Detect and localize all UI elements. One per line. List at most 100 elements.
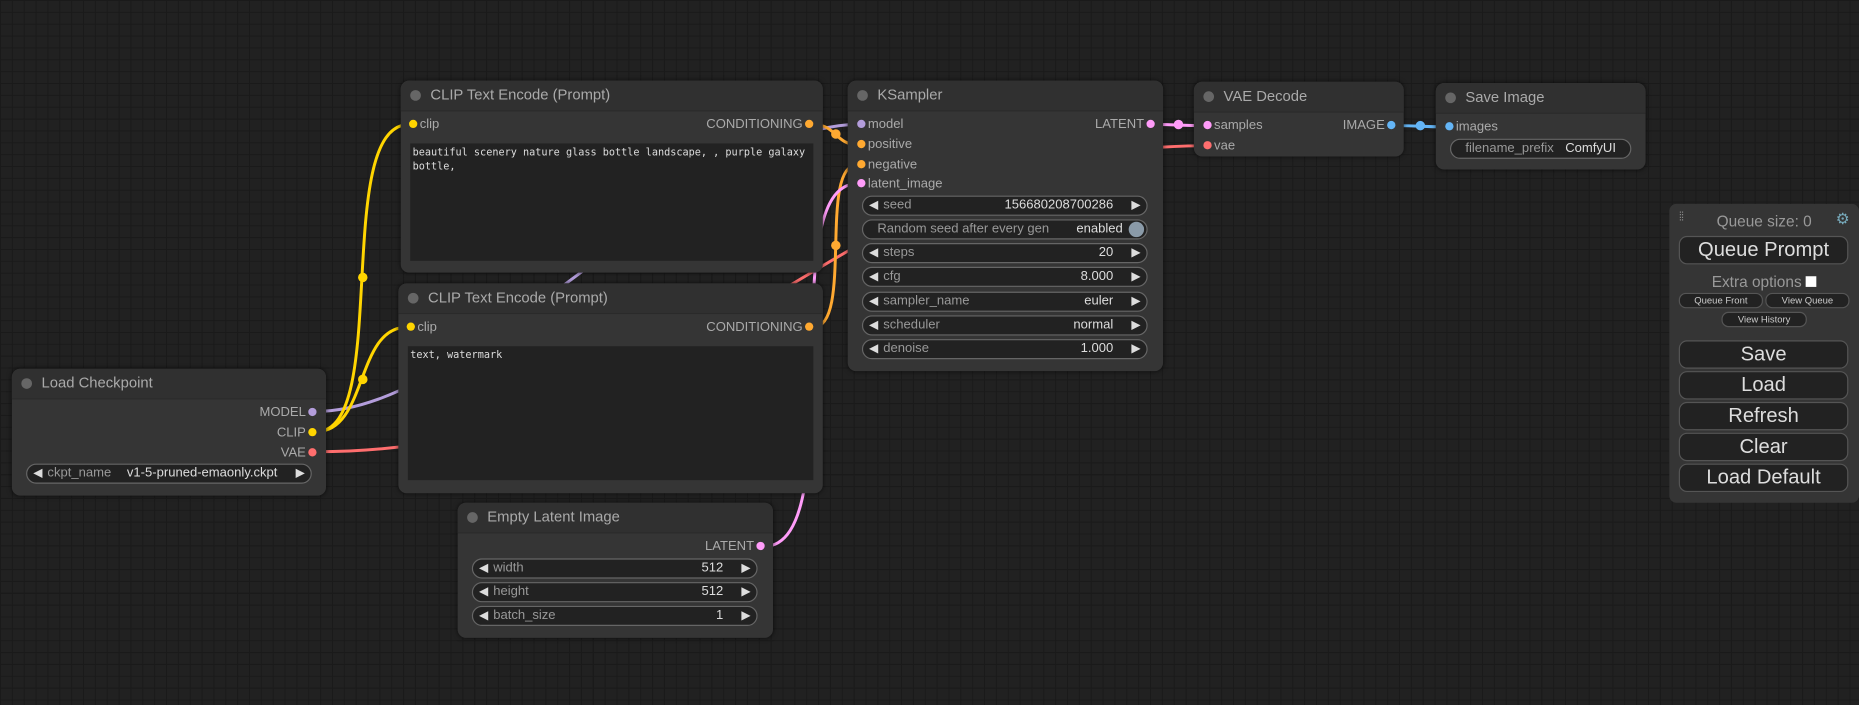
settings-gear-icon[interactable]: ⚙ — [1835, 209, 1850, 228]
output-model[interactable]: MODEL — [259, 404, 317, 421]
slot-dot-icon[interactable] — [308, 407, 317, 417]
input-samples[interactable]: samples — [1203, 117, 1263, 134]
slot-dot-icon[interactable] — [1387, 120, 1396, 130]
node-title[interactable]: CLIP Text Encode (Prompt) — [398, 283, 823, 315]
collapse-dot-icon[interactable] — [410, 90, 421, 101]
node-title[interactable]: Empty Latent Image — [457, 502, 774, 534]
output-conditioning[interactable]: CONDITIONING — [706, 116, 814, 133]
arrow-left-icon[interactable]: ◀ — [869, 246, 879, 260]
input-latent-image[interactable]: latent_image — [857, 175, 943, 192]
arrow-left-icon[interactable]: ◀ — [478, 609, 489, 623]
view-history-button[interactable]: View History — [1721, 311, 1807, 328]
node-title[interactable]: CLIP Text Encode (Prompt) — [400, 80, 823, 112]
slot-dot-icon[interactable] — [406, 322, 415, 331]
slot-dot-icon[interactable] — [1203, 120, 1212, 130]
node-save-image[interactable]: Save Image images filename_prefix ComfyUI — [1435, 82, 1646, 170]
output-vae[interactable]: VAE — [281, 445, 317, 462]
collapse-dot-icon[interactable] — [1203, 91, 1215, 102]
input-vae[interactable]: vae — [1203, 138, 1235, 155]
wire-midpoint[interactable] — [1415, 120, 1426, 131]
slot-dot-icon[interactable] — [857, 160, 866, 169]
slot-dot-icon[interactable] — [805, 119, 814, 129]
batch-size-widget[interactable]: ◀ batch_size 1 ▶ — [471, 605, 758, 626]
queue-front-button[interactable]: Queue Front — [1678, 292, 1763, 309]
node-clip-text-encode-positive[interactable]: CLIP Text Encode (Prompt) clip CONDITION… — [400, 80, 823, 273]
input-positive[interactable]: positive — [857, 136, 912, 153]
seed-widget[interactable]: ◀ seed 156680208700286 ▶ — [861, 195, 1148, 216]
input-negative[interactable]: negative — [857, 156, 917, 173]
collapse-dot-icon[interactable] — [467, 512, 478, 523]
load-button[interactable]: Load — [1678, 371, 1849, 400]
node-vae-decode[interactable]: VAE Decode samples vae IMAGE — [1193, 81, 1404, 157]
output-latent[interactable]: LATENT — [1095, 116, 1155, 133]
steps-widget[interactable]: ◀ steps 20 ▶ — [861, 243, 1148, 264]
arrow-left-icon[interactable]: ◀ — [869, 199, 879, 213]
sampler-name-combo[interactable]: ◀ sampler_name euler ▶ — [861, 291, 1148, 312]
arrow-right-icon[interactable]: ▶ — [1131, 318, 1141, 332]
slot-dot-icon[interactable] — [857, 179, 866, 188]
node-title[interactable]: Load Checkpoint — [11, 368, 327, 400]
node-clip-text-encode-negative[interactable]: CLIP Text Encode (Prompt) clip CONDITION… — [398, 283, 823, 494]
prompt-textarea[interactable]: beautiful scenery nature glass bottle la… — [410, 143, 814, 261]
node-title[interactable]: KSampler — [847, 80, 1164, 112]
collapse-dot-icon[interactable] — [407, 292, 419, 304]
node-title[interactable]: Save Image — [1435, 82, 1646, 114]
slot-dot-icon[interactable] — [1203, 141, 1212, 150]
input-clip[interactable]: clip — [409, 116, 439, 133]
slot-dot-icon[interactable] — [1146, 119, 1155, 129]
input-model[interactable]: model — [857, 116, 903, 133]
output-clip[interactable]: CLIP — [277, 424, 317, 441]
input-clip[interactable]: clip — [406, 319, 437, 336]
slot-dot-icon[interactable] — [409, 119, 418, 129]
wire-midpoint[interactable] — [1173, 119, 1184, 130]
slot-dot-icon[interactable] — [857, 139, 866, 149]
output-conditioning[interactable]: CONDITIONING — [706, 319, 814, 336]
arrow-left-icon[interactable]: ◀ — [478, 561, 489, 576]
node-ksampler[interactable]: KSampler model positive negative latent_… — [847, 80, 1164, 372]
ckpt-name-combo[interactable]: ◀ ckpt_name v1-5-pruned-emaonly.ckpt ▶ — [26, 463, 312, 484]
arrow-right-icon[interactable]: ▶ — [1131, 270, 1141, 284]
wire-midpoint[interactable] — [831, 129, 841, 139]
queue-prompt-button[interactable]: Queue Prompt — [1678, 235, 1849, 265]
extra-options-checkbox[interactable] — [1805, 276, 1817, 287]
collapse-dot-icon[interactable] — [1445, 92, 1456, 104]
height-widget[interactable]: ◀ height 512 ▶ — [471, 582, 758, 603]
wire-midpoint[interactable] — [358, 374, 368, 385]
arrow-left-icon[interactable]: ◀ — [869, 342, 879, 356]
arrow-right-icon[interactable]: ▶ — [741, 609, 751, 623]
save-button[interactable]: Save — [1678, 340, 1849, 369]
arrow-right-icon[interactable]: ▶ — [1131, 342, 1141, 356]
toggle-knob-icon[interactable] — [1128, 221, 1145, 238]
arrow-right-icon[interactable]: ▶ — [1131, 295, 1141, 309]
slot-dot-icon[interactable] — [1445, 122, 1454, 131]
output-image[interactable]: IMAGE — [1343, 117, 1396, 134]
wire-midpoint[interactable] — [831, 240, 841, 251]
arrow-right-icon[interactable]: ▶ — [741, 585, 751, 599]
slot-dot-icon[interactable] — [308, 427, 317, 437]
node-load-checkpoint[interactable]: Load Checkpoint MODEL CLIP VAE ◀ ckpt_nam… — [11, 368, 327, 496]
cfg-widget[interactable]: ◀ cfg 8.000 ▶ — [861, 266, 1148, 287]
clear-button[interactable]: Clear — [1678, 432, 1849, 462]
drag-handle-icon[interactable]: ⁞⁞ — [1678, 211, 1684, 225]
collapse-dot-icon[interactable] — [21, 378, 33, 389]
slot-dot-icon[interactable] — [308, 448, 317, 457]
node-empty-latent-image[interactable]: Empty Latent Image LATENT ◀ width 512 ▶ ◀ he… — [457, 502, 774, 638]
wire-midpoint[interactable] — [358, 272, 368, 283]
filename-prefix-input[interactable]: filename_prefix ComfyUI — [1449, 138, 1632, 159]
slot-dot-icon[interactable] — [756, 541, 765, 551]
arrow-right-icon[interactable]: ▶ — [295, 467, 305, 481]
arrow-left-icon[interactable]: ◀ — [33, 467, 43, 481]
arrow-right-icon[interactable]: ▶ — [1131, 246, 1141, 260]
arrow-right-icon[interactable]: ▶ — [1131, 199, 1141, 213]
arrow-right-icon[interactable]: ▶ — [741, 561, 751, 576]
view-queue-button[interactable]: View Queue — [1765, 292, 1850, 309]
input-images[interactable]: images — [1445, 119, 1498, 136]
output-latent[interactable]: LATENT — [705, 538, 765, 555]
arrow-left-icon[interactable]: ◀ — [478, 585, 489, 599]
random-seed-toggle[interactable]: Random seed after every gen enabled — [861, 219, 1148, 240]
collapse-dot-icon[interactable] — [857, 90, 868, 101]
scheduler-combo[interactable]: ◀ scheduler normal ▶ — [861, 315, 1148, 336]
prompt-textarea[interactable]: text, watermark — [407, 346, 814, 481]
arrow-left-icon[interactable]: ◀ — [869, 270, 879, 284]
